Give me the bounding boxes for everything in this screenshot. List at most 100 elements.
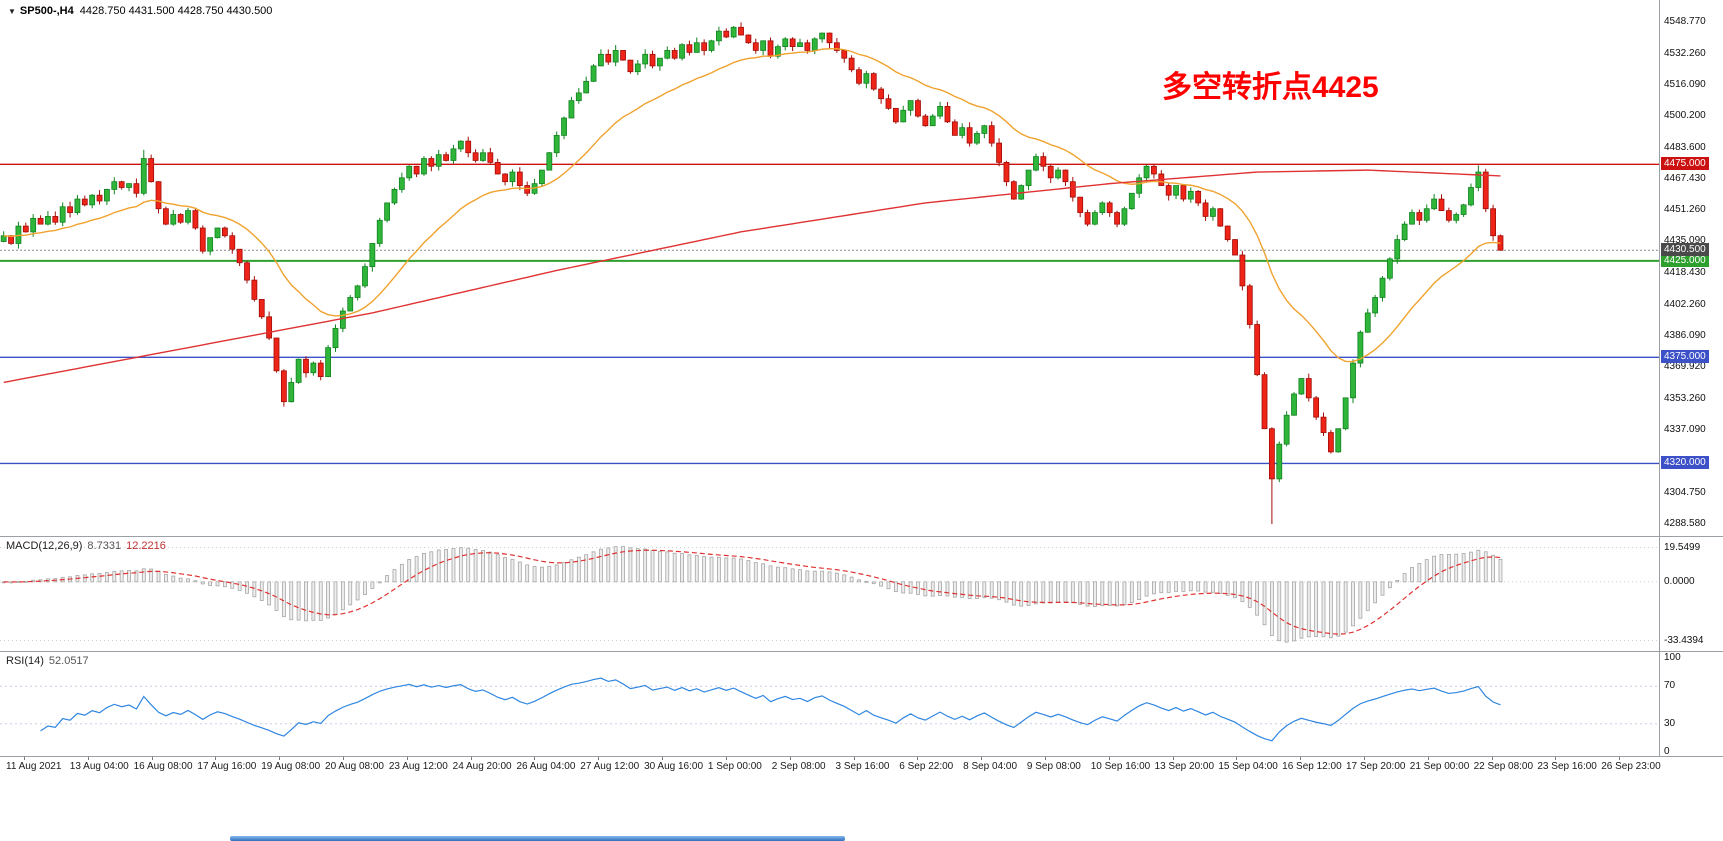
price-axis-label: 4435.090	[1664, 235, 1706, 247]
price-axis-label: 4402.260	[1664, 298, 1706, 310]
macd-axis-label: -33.4394	[1664, 634, 1704, 646]
time-axis-tick	[981, 757, 983, 760]
time-axis-tick	[24, 757, 25, 760]
rsi-value: 52.0517	[48, 655, 89, 667]
candlestick-chart[interactable]	[0, 0, 1659, 536]
time-axis-tick	[662, 757, 664, 760]
price-axis-label: 4467.430	[1664, 172, 1706, 184]
time-axis-label: 13 Sep 20:00	[1154, 761, 1215, 772]
time-axis-tick	[279, 757, 281, 760]
ohlc-values: 4428.750 4431.500 4428.750 4430.500	[79, 5, 273, 17]
time-axis-tick	[1427, 757, 1429, 760]
price-axis-label: 4353.260	[1664, 393, 1706, 405]
time-axis-label: 16 Sep 12:00	[1282, 761, 1342, 772]
price-axis-label: 4532.260	[1664, 47, 1706, 59]
price-axis-label: 4369.920	[1664, 361, 1706, 373]
price-axis-label: 4337.090	[1664, 424, 1706, 436]
time-axis-label: 20 Aug 08:00	[325, 761, 384, 772]
rsi-chart[interactable]	[0, 652, 1659, 756]
macd-name: MACD(12,26,9)	[6, 540, 83, 552]
time-axis-label: 22 Sep 08:00	[1473, 761, 1534, 772]
time-axis-label: 2 Sep 08:00	[771, 761, 826, 772]
macd-axis-label: 19.5499	[1664, 541, 1701, 553]
time-axis-label: 23 Aug 12:00	[388, 761, 448, 772]
time-axis-label: 26 Sep 23:00	[1601, 761, 1661, 772]
rsi-axis-label: 70	[1664, 680, 1676, 692]
rsi-axis-label: 30	[1664, 717, 1676, 729]
chart-title: ▼ SP500-,H4 4428.750 4431.500 4428.750 443…	[8, 5, 272, 17]
price-axis-label: 4288.580	[1664, 518, 1706, 530]
time-axis-tick	[1108, 757, 1110, 760]
time-axis-tick	[725, 757, 727, 760]
price-axis-label: 4483.600	[1664, 141, 1706, 153]
time-axis-tick	[87, 757, 89, 760]
time-axis-label: 24 Aug 20:00	[452, 761, 512, 772]
panel-separator[interactable]	[0, 651, 1723, 652]
rsi-axis-label: 100	[1664, 652, 1681, 663]
rsi-label: RSI(14) 52.0517	[6, 655, 89, 667]
panel-separator	[0, 756, 1723, 757]
time-axis-label: 30 Aug 16:00	[644, 761, 704, 772]
time-axis-tick	[343, 757, 345, 760]
time-axis-label: 17 Sep 20:00	[1345, 761, 1406, 772]
price-level-badge: 4375.000	[1661, 350, 1709, 364]
panel-separator[interactable]	[0, 536, 1723, 537]
chart-dropdown-icon[interactable]: ▼	[8, 7, 16, 16]
price-axis-label: 4304.750	[1664, 486, 1706, 498]
macd-value: 8.7331	[87, 540, 122, 552]
time-axis-tick	[1044, 757, 1046, 760]
time-axis-tick	[1491, 757, 1493, 760]
horizontal-scrollbar[interactable]	[230, 836, 845, 841]
annotation-text: 多空转折点4425	[1162, 71, 1379, 104]
time-axis-label: 1 Sep 00:00	[707, 761, 762, 772]
time-axis-tick	[470, 757, 472, 760]
time-axis-label: 9 Sep 08:00	[1026, 761, 1081, 772]
price-level-badge: 4425.000	[1661, 253, 1709, 267]
time-axis-label: 21 Sep 00:00	[1409, 761, 1470, 772]
time-axis-tick	[1363, 757, 1365, 760]
macd-panel: 19.5499 0.0000 -33.4394 MACD(12,26,9) 8.733…	[0, 537, 1723, 651]
time-axis-tick	[534, 757, 536, 760]
time-axis-label: 15 Sep 04:00	[1218, 761, 1278, 772]
time-axis-label: 10 Sep 16:00	[1090, 761, 1151, 772]
time-axis-tick	[789, 757, 791, 760]
time-axis-tick	[1555, 757, 1557, 760]
macd-label: MACD(12,26,9) 8.7331 12.2216	[6, 540, 166, 552]
time-axis-tick	[406, 757, 408, 760]
time-axis-label: 11 Aug 2021	[6, 761, 62, 772]
time-axis-tick	[1236, 757, 1238, 760]
price-axis: 4548.770 4532.260 4516.090 4500.200 4483.600…	[1659, 0, 1723, 536]
rsi-panel: 100 70 30 0 RSI(14) 52.0517	[0, 652, 1723, 757]
time-axis-label: 17 Aug 16:00	[197, 761, 257, 772]
time-axis-tick	[853, 757, 855, 760]
time-axis-tick	[1300, 757, 1302, 760]
time-axis-label: 19 Aug 08:00	[261, 761, 321, 772]
price-level-badge: 4320.000	[1661, 456, 1709, 470]
time-axis-label: 6 Sep 22:00	[899, 761, 954, 772]
time-axis-label: 23 Sep 16:00	[1537, 761, 1597, 772]
time-axis: 11 Aug 2021 13 Aug 04:00 16 Aug 08:00 17 Au…	[0, 757, 1723, 781]
time-axis-label: 3 Sep 16:00	[835, 761, 890, 772]
time-axis-label: 26 Aug 04:00	[516, 761, 576, 772]
time-axis-tick	[917, 757, 919, 760]
time-axis-label: 27 Aug 12:00	[580, 761, 640, 772]
price-axis-label: 4418.430	[1664, 267, 1706, 279]
time-axis-tick	[215, 757, 217, 760]
macd-chart[interactable]	[0, 537, 1659, 651]
time-axis-tick	[598, 757, 600, 760]
price-level-badge: 4475.000	[1661, 157, 1709, 171]
time-axis-label: 13 Aug 04:00	[69, 761, 129, 772]
macd-axis: 19.5499 0.0000 -33.4394	[1659, 537, 1723, 651]
time-axis-label: 8 Sep 04:00	[963, 761, 1018, 772]
macd-axis-label: 0.0000	[1664, 575, 1695, 587]
symbol-timeframe-label: SP500-,H4	[19, 5, 74, 17]
time-axis-label: 16 Aug 08:00	[133, 761, 193, 772]
macd-signal-value: 12.2216	[126, 540, 166, 552]
price-axis-label: 4548.770	[1664, 15, 1706, 27]
price-axis-label: 4516.090	[1664, 79, 1706, 91]
rsi-axis: 100 70 30 0	[1659, 652, 1723, 757]
main-chart-panel: 4548.770 4532.260 4516.090 4500.200 4483.600…	[0, 0, 1723, 536]
time-axis-tick	[151, 757, 153, 760]
current-price-badge: 4430.500	[1661, 243, 1709, 257]
